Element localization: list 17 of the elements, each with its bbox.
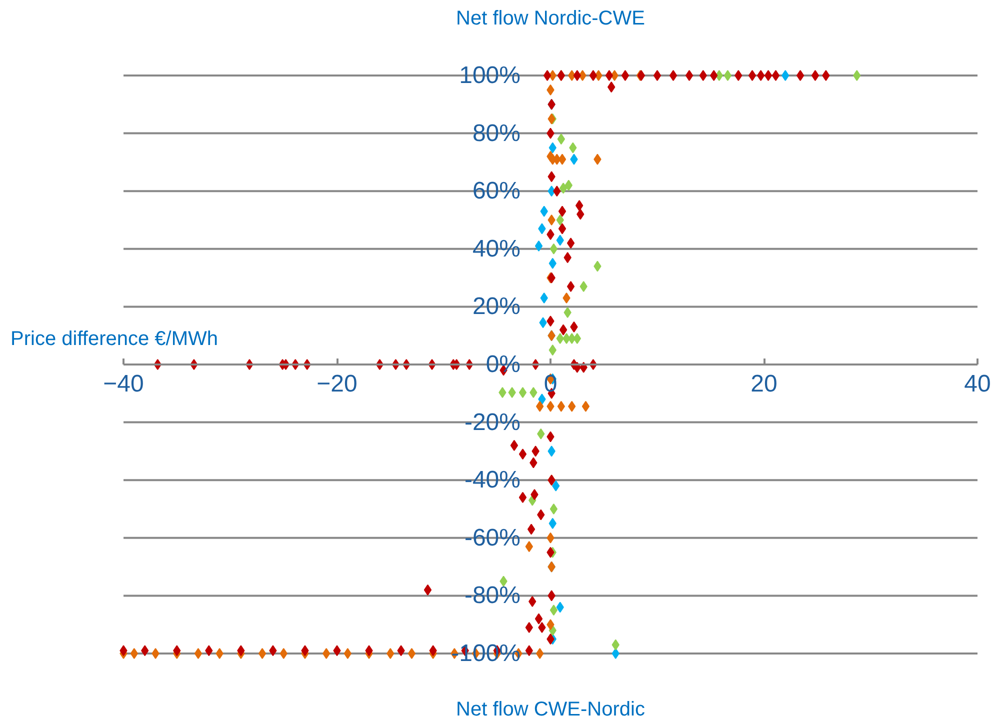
y-tick-label: 40% [472, 235, 521, 262]
y-tick-label: 0% [486, 351, 520, 378]
y-tick-label: -60% [464, 524, 521, 552]
y-tick-label: 80% [472, 120, 521, 147]
y-tick-label: -40% [464, 466, 521, 494]
y-tick-label: -20% [464, 408, 521, 436]
y-tick-label: -80% [464, 582, 521, 610]
y-tick-label: 100% [459, 62, 521, 89]
x-axis-title: Price difference €/MWh [10, 328, 218, 350]
y-axis-title: Net flow Nordic-CWE [456, 8, 645, 30]
x-tick-label: 40 [964, 370, 991, 398]
x-tick-label: −20 [316, 370, 358, 398]
x-tick-label: 20 [750, 370, 778, 398]
y-tick-label: 60% [472, 178, 521, 205]
y-tick-label: 20% [472, 293, 521, 320]
text: Net flow CWE-Nordic [456, 698, 645, 720]
x-tick-label: −40 [103, 370, 144, 398]
